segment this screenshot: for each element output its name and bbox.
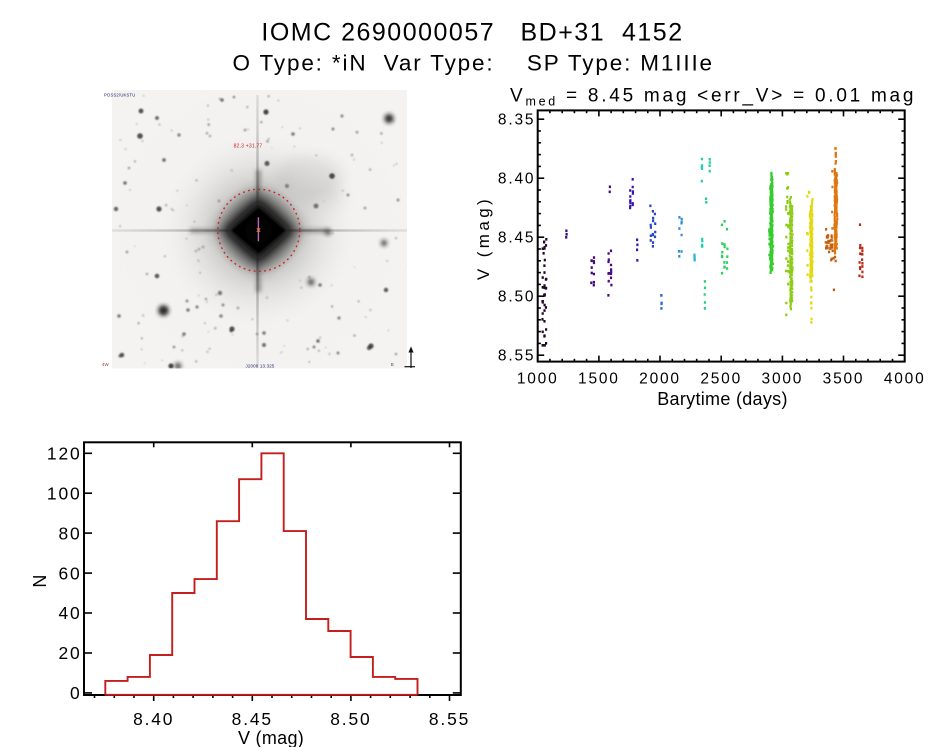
svg-text:3500: 3500: [823, 370, 865, 387]
svg-text:2500: 2500: [700, 370, 742, 387]
svg-text:1500: 1500: [578, 370, 620, 387]
svg-text:E: E: [391, 362, 394, 367]
svg-text:2000: 2000: [639, 370, 681, 387]
svg-text:8.45: 8.45: [232, 709, 273, 729]
svg-text:8.40: 8.40: [133, 709, 174, 729]
svg-text:Barytime (days): Barytime (days): [657, 389, 788, 409]
svg-text:1000: 1000: [517, 370, 559, 387]
svg-text:8.55: 8.55: [498, 348, 535, 365]
svg-text:4000: 4000: [884, 370, 926, 387]
svg-text:80: 80: [58, 523, 81, 543]
svg-text:8.40: 8.40: [498, 171, 535, 188]
svg-text:8.55: 8.55: [429, 709, 470, 729]
svg-text:82.3 +31.77: 82.3 +31.77: [234, 144, 263, 150]
svg-text:O Type: *iN Var Type: SP T: O Type: *iN Var Type: SP Type: M1IIIe: [232, 51, 713, 76]
svg-text:J2000 13.325: J2000 13.325: [245, 364, 274, 369]
svg-text:8.35: 8.35: [498, 112, 535, 129]
svg-text:60: 60: [58, 563, 81, 583]
svg-text:N: N: [30, 574, 50, 587]
svg-text:3000: 3000: [762, 370, 804, 387]
svg-text:8.45: 8.45: [498, 230, 535, 247]
svg-text:4W: 4W: [102, 362, 109, 367]
svg-text:0: 0: [70, 683, 82, 703]
svg-text:120: 120: [47, 444, 82, 464]
svg-text:V (mag): V (mag): [238, 728, 304, 747]
svg-text:20: 20: [58, 643, 81, 663]
svg-text:IOMC 2690000057 BD+31 4152: IOMC 2690000057 BD+31 4152: [261, 18, 683, 46]
svg-text:100: 100: [47, 483, 82, 503]
svg-text:V (mag): V (mag): [474, 196, 493, 280]
svg-text:POSS2/UKSTU: POSS2/UKSTU: [104, 93, 136, 98]
svg-text:8.50: 8.50: [498, 289, 535, 306]
svg-text:Vmed = 8.45 mag <err_V> = 0.01: Vmed = 8.45 mag <err_V> = 0.01 mag: [510, 86, 916, 109]
svg-text:40: 40: [58, 603, 81, 623]
svg-text:8.50: 8.50: [330, 709, 371, 729]
